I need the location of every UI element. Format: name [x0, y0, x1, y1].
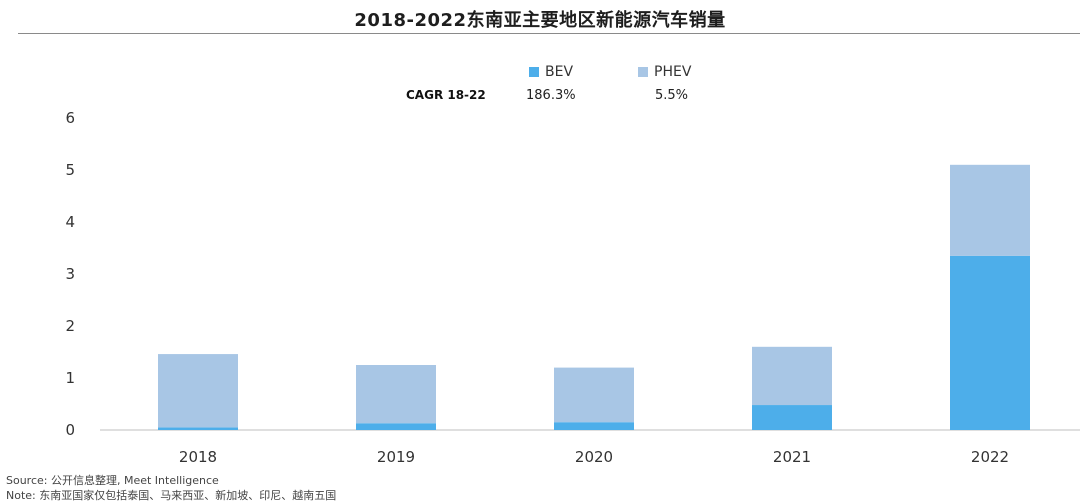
cagr-label: CAGR 18-22: [406, 88, 486, 102]
title-divider: [18, 33, 1080, 34]
x-tick-label: 2022: [971, 448, 1009, 466]
source-note: Source: 公开信息整理, Meet Intelligence: [6, 474, 219, 487]
bar-bev-2020: [554, 422, 634, 430]
bar-bev-2021: [752, 405, 832, 430]
bar-phev-2018: [158, 354, 238, 428]
legend-bev: BEV: [529, 64, 573, 80]
y-tick-label: 4: [65, 213, 75, 231]
legend-phev-swatch: [638, 67, 648, 77]
x-tick-label: 2019: [377, 448, 415, 466]
bar-bev-2022: [950, 255, 1030, 430]
y-axis: 0 1 2 3 4 5 6: [65, 109, 75, 439]
legend-bev-label: BEV: [545, 64, 574, 80]
x-axis: 2018 2019 2020 2021 2022: [179, 448, 1009, 466]
bar-phev-2022: [950, 164, 1030, 256]
chart-title: 2018-2022东南亚主要地区新能源汽车销量: [354, 10, 726, 31]
bar-phev-2020: [554, 367, 634, 423]
bar-phev-2021: [752, 346, 832, 406]
y-tick-label: 5: [65, 161, 75, 179]
legend-phev-label: PHEV: [654, 64, 692, 80]
bar-phev-2019: [356, 365, 436, 424]
y-tick-label: 2: [65, 317, 75, 335]
legend-bev-swatch: [529, 67, 539, 77]
x-tick-label: 2020: [575, 448, 613, 466]
x-tick-label: 2021: [773, 448, 811, 466]
legend-phev: PHEV: [638, 64, 691, 80]
cagr-phev-value: 5.5%: [655, 88, 689, 103]
y-tick-label: 6: [65, 109, 75, 127]
cagr-bev-value: 186.3%: [526, 88, 576, 103]
bar-bev-2018: [158, 427, 238, 430]
y-tick-label: 0: [65, 421, 75, 439]
scope-note: Note: 东南亚国家仅包括泰国、马来西亚、新加坡、印尼、越南五国: [6, 489, 337, 502]
bar-bev-2019: [356, 423, 436, 430]
x-tick-label: 2018: [179, 448, 217, 466]
y-tick-label: 3: [65, 265, 75, 283]
bars-group: [158, 164, 1030, 430]
y-tick-label: 1: [65, 369, 75, 387]
